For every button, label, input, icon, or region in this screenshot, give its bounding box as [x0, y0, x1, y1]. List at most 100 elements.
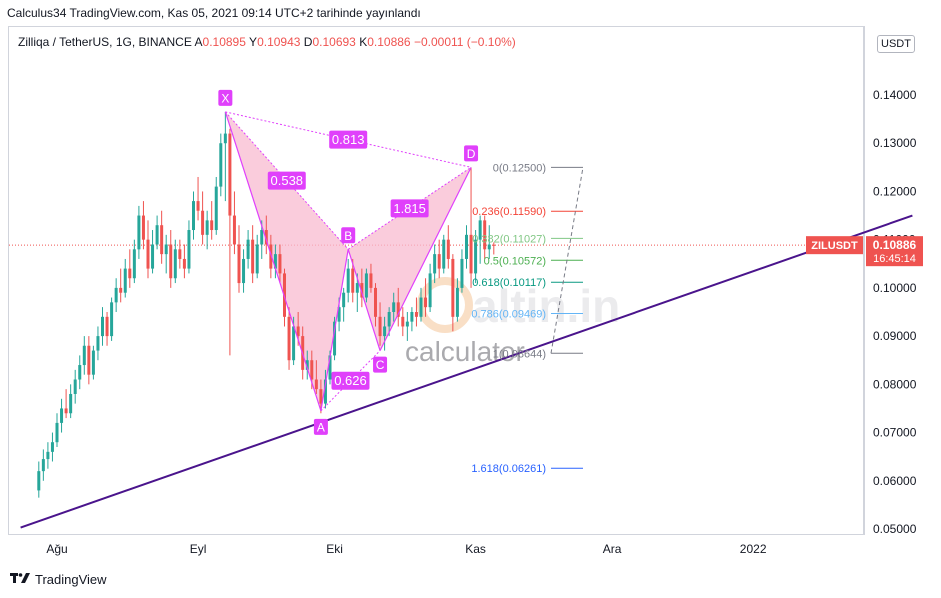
candle-body [442, 239, 446, 269]
close-label: K [359, 35, 368, 49]
price-tick-label: 0.14000 [873, 88, 917, 102]
candle-body [246, 239, 250, 259]
candle-body [287, 316, 291, 361]
time-axis-divider [8, 534, 864, 535]
time-tick-label: Kas [465, 542, 486, 556]
point-c-badge [373, 356, 388, 373]
symbol-name: Zilliqa / TetherUS, 1G, BINANCE [18, 35, 192, 49]
point-d-label: D [467, 147, 476, 161]
candle-body [273, 254, 277, 269]
candle-body [110, 302, 114, 337]
open-label: A [194, 35, 203, 49]
pattern-leg [379, 167, 472, 351]
candle-body [433, 254, 437, 274]
candle-body [169, 244, 173, 279]
candle-body [182, 258, 186, 269]
open-value: 0.10895 [202, 35, 246, 49]
candle-body [60, 408, 64, 423]
harmonic-pattern[interactable]: X A B C D 0.538 0.813 1.815 0.626 [218, 89, 479, 435]
candle-body [151, 244, 155, 269]
candle-body [69, 393, 73, 414]
candle-body [105, 316, 109, 337]
candle-body [96, 336, 100, 351]
point-a-badge [313, 418, 328, 435]
candle-body [155, 225, 159, 245]
candle-body [314, 379, 318, 390]
ratio-label: 0.813 [332, 132, 365, 147]
candle-body [178, 249, 182, 259]
candle-body [474, 239, 478, 274]
candle-body [46, 451, 50, 460]
triangle-bcd [348, 167, 472, 351]
candle-body [492, 244, 496, 246]
candle-body [469, 234, 473, 274]
candle-body [228, 133, 232, 216]
candle-body [387, 312, 391, 327]
time-tick-label: Ara [603, 542, 622, 556]
candle-body [141, 215, 145, 240]
price-tick-label: 0.12000 [873, 184, 917, 198]
candle-body [201, 210, 205, 235]
candle-body [264, 230, 268, 245]
candle-body [278, 254, 282, 274]
pattern-leg [224, 111, 322, 412]
candle-body [414, 312, 418, 317]
candle-body [328, 355, 332, 380]
candle-body [410, 312, 414, 322]
candle-body [50, 442, 54, 452]
candle-body [123, 268, 127, 293]
candle-body [337, 307, 341, 322]
fib-retracement[interactable]: 0(0.12500) 0.236(0.11590) 0.382(0.11027) 0.… [471, 162, 584, 475]
low-label: D [303, 35, 313, 49]
time-axis[interactable]: Ağu Eyl Eki Kas Ara 2022 [46, 542, 766, 556]
ratio-label: 0.626 [334, 373, 367, 388]
low-value: 0.10693 [312, 35, 356, 49]
time-tick-label: Eki [326, 542, 343, 556]
footer: TradingView [10, 572, 107, 587]
tradingview-logo-icon [10, 572, 30, 587]
candle-body [173, 249, 177, 279]
candle-body [374, 287, 377, 317]
candle-body [296, 326, 300, 337]
ratio-label: 0.538 [271, 173, 304, 188]
candle-body [41, 459, 45, 472]
candle-body [378, 316, 382, 337]
candle-body [360, 283, 364, 298]
candle-body [419, 297, 423, 317]
candle-body [487, 244, 491, 250]
candle-body [114, 287, 118, 303]
price-axis-divider [864, 26, 865, 535]
candle-body [214, 186, 218, 231]
pattern-leg [320, 249, 349, 411]
candle-body [64, 408, 68, 414]
ratio-badge [267, 171, 306, 190]
candle-body [205, 220, 209, 235]
high-label: Y [249, 35, 258, 49]
fib-label: 0.618(0.10117) [472, 277, 546, 289]
candle-body [146, 239, 150, 269]
currency-button[interactable]: USDT [877, 35, 915, 53]
trendline [20, 214, 913, 529]
point-x-badge [218, 89, 233, 106]
candle-body [87, 345, 91, 375]
price-tag-symbol-box [806, 236, 863, 255]
point-c-label: C [376, 358, 385, 372]
fib-label: 0(0.12500) [493, 162, 546, 174]
candle-body [333, 321, 337, 356]
close-value: 0.10886 [367, 35, 411, 49]
price-axis[interactable]: 0.140000.130000.120000.110000.100000.090… [873, 88, 917, 536]
candle-body [292, 326, 296, 361]
candle-body [82, 345, 86, 366]
trendline-segment [20, 214, 913, 529]
price-tick-label: 0.05000 [873, 522, 917, 536]
candle-body [351, 268, 355, 293]
price-tag-countdown: 16:45:14 [873, 253, 916, 265]
price-tick-label: 0.08000 [873, 377, 917, 391]
ratio-badge [331, 371, 370, 390]
candle-body [242, 258, 246, 284]
candle-body [383, 326, 387, 337]
fib-label: 0.382(0.11027) [472, 233, 546, 245]
time-tick-label: Ağu [46, 542, 67, 556]
